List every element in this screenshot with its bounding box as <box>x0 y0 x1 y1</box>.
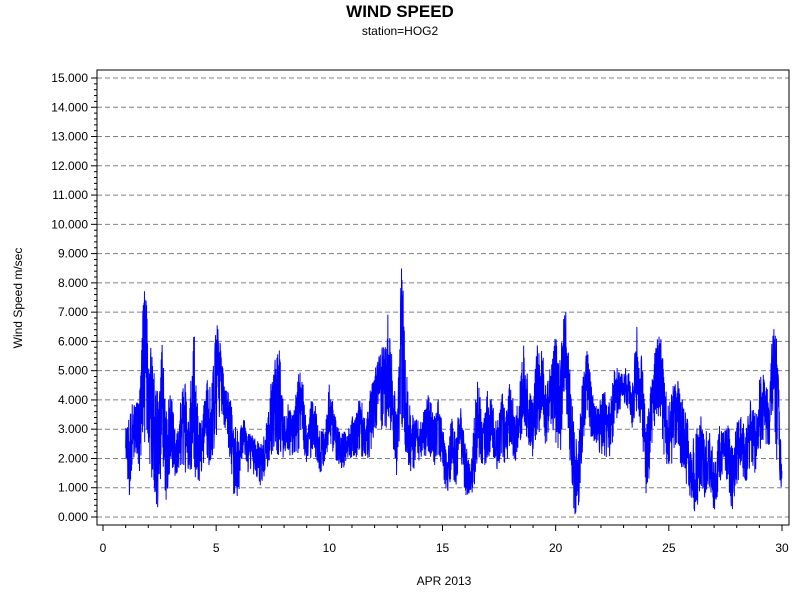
y-tick-label: 2.000 <box>58 451 88 465</box>
x-tick-label: 20 <box>549 541 563 555</box>
x-tick-label: 25 <box>662 541 676 555</box>
y-tick-label: 10.000 <box>51 217 88 231</box>
y-tick-label: 5.000 <box>58 364 88 378</box>
y-tick-label: 8.000 <box>58 276 88 290</box>
y-tick-label: 7.000 <box>58 305 88 319</box>
plot-frame <box>96 69 790 526</box>
grid-lines <box>97 77 789 518</box>
wind-speed-line <box>125 268 783 515</box>
y-tick-label: 6.000 <box>58 334 88 348</box>
x-tick-label: 0 <box>100 541 107 555</box>
x-tick-label: 5 <box>213 541 220 555</box>
x-axis-label: APR 2013 <box>417 574 472 588</box>
y-tick-label: 12.000 <box>51 159 88 173</box>
x-tick-label: 30 <box>775 541 789 555</box>
y-tick-label: 13.000 <box>51 130 88 144</box>
y-tick-label: 9.000 <box>58 247 88 261</box>
y-tick-label: 4.000 <box>58 393 88 407</box>
y-tick-label: 14.000 <box>51 100 88 114</box>
chart-subtitle: station=HOG2 <box>362 24 439 38</box>
x-tick-label: 10 <box>323 541 337 555</box>
wind-speed-series <box>125 268 783 515</box>
y-tick-label: 15.000 <box>51 71 88 85</box>
y-axis: 0.000 1.000 2.000 3.000 4.000 5.000 6.000 7.000… <box>51 71 97 524</box>
y-axis-label: Wind Speed m/sec <box>11 248 25 349</box>
y-tick-label: 11.000 <box>52 188 88 202</box>
y-tick-label: 1.000 <box>58 481 88 495</box>
y-tick-label: 3.000 <box>58 422 88 436</box>
chart-title: WIND SPEED <box>346 2 454 21</box>
x-axis: 0 5 10 15 20 25 30 <box>100 525 789 555</box>
y-tick-label: 0.000 <box>58 510 88 524</box>
x-tick-label: 15 <box>436 541 450 555</box>
